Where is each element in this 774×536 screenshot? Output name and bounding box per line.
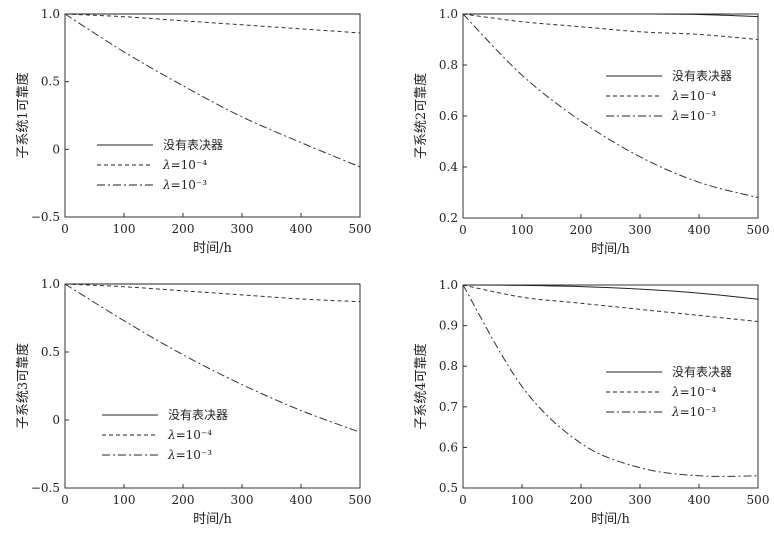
chart-panel-4: 0 100 200 300 400 500 0.5 0.6 0.7 0.8 0.9 1.0 时间/h 子系… [413,278,769,527]
legend: 没有表决器 λ=10⁻⁴ λ=10⁻³ [97,137,223,192]
y-axis-title: 子系统2可靠度 [413,73,429,159]
x-tick-label: 0 [459,223,467,237]
y-tick-label: −0.5 [31,210,60,224]
series-line-1 [462,284,759,300]
y-tick-label: 0 [52,413,60,427]
x-tick-label: 500 [349,493,372,507]
y-axis-title: 子系统1可靠度 [15,72,31,158]
y-tick-label: 0.5 [41,345,60,359]
series-line-2 [64,13,361,34]
series-line-2 [462,13,759,40]
x-tick-label: 400 [290,222,313,236]
x-tick-label: 200 [570,493,593,507]
y-tick-label: 0.2 [439,211,458,225]
x-tick-label: 400 [688,493,711,507]
y-tick-label: 1.0 [439,7,458,21]
legend-label-2: λ=10⁻⁴ [671,385,716,399]
x-tick-label: 100 [511,223,534,237]
legend-label-1: 没有表决器 [672,68,732,83]
series-line-2 [462,284,759,322]
plot-frame [64,13,361,218]
x-axis-title: 时间/h [591,512,630,527]
x-tick-label: 0 [61,493,69,507]
y-tick-label: 1.0 [439,278,458,292]
x-axis-title: 时间/h [193,241,232,256]
y-tick-label: 0.6 [439,440,458,454]
x-axis-title: 时间/h [193,512,232,527]
legend-label-3: λ=10⁻³ [167,448,212,462]
x-tick-label: 500 [747,223,770,237]
legend-label-2: λ=10⁻⁴ [162,158,207,172]
y-tick-label: 0.5 [439,481,458,495]
y-tick-label: 0.9 [439,319,458,333]
x-tick-label: 400 [688,223,711,237]
x-tick-label: 400 [290,493,313,507]
x-tick-label: 0 [61,222,69,236]
legend-label-2: λ=10⁻⁴ [671,89,716,103]
legend-label-1: 没有表决器 [168,407,228,422]
legend: 没有表决器 λ=10⁻⁴ λ=10⁻³ [606,364,732,419]
legend-label-3: λ=10⁻³ [671,405,716,419]
legend: 没有表决器 λ=10⁻⁴ λ=10⁻³ [606,68,732,123]
x-tick-label: 200 [172,493,195,507]
x-tick-label: 0 [459,493,467,507]
y-tick-label: 0.8 [439,58,458,72]
y-tick-label: 0.5 [41,75,60,89]
y-tick-label: 1.0 [41,277,60,291]
series-line-3 [462,13,759,199]
y-axis-title: 子系统4可靠度 [413,343,429,429]
chart-panel-2: 0 100 200 300 400 500 0.2 0.4 0.6 0.8 1.0 时间/h 子系统2可… [413,7,769,257]
y-axis-title: 子系统3可靠度 [15,343,31,429]
y-tick-label: 0.7 [439,400,458,414]
x-tick-label: 100 [511,493,534,507]
x-tick-label: 100 [113,222,136,236]
x-tick-label: 300 [231,493,254,507]
plot-frame [462,284,759,489]
series-line-3 [64,283,361,433]
x-tick-label: 200 [172,222,195,236]
legend-label-3: λ=10⁻³ [162,178,207,192]
x-tick-label: 300 [231,222,254,236]
x-tick-label: 500 [349,222,372,236]
series-line-3 [462,284,759,477]
series-line-1 [463,13,759,17]
legend-label-2: λ=10⁻⁴ [167,428,212,442]
x-tick-label: 300 [629,493,652,507]
y-tick-label: 0 [52,142,60,156]
legend-label-1: 没有表决器 [163,137,223,152]
y-tick-label: −0.5 [31,481,60,495]
y-tick-label: 0.4 [439,160,458,174]
x-tick-label: 300 [629,223,652,237]
legend-label-3: λ=10⁻³ [671,109,716,123]
plot-frame [64,283,361,489]
x-axis-title: 时间/h [591,242,630,257]
x-tick-label: 100 [113,493,136,507]
x-tick-label: 200 [570,223,593,237]
legend-label-1: 没有表决器 [672,364,732,379]
y-tick-label: 0.8 [439,359,458,373]
y-tick-label: 1.0 [41,7,60,21]
x-tick-label: 500 [747,493,770,507]
series-line-2 [64,283,361,303]
legend: 没有表决器 λ=10⁻⁴ λ=10⁻³ [102,407,228,462]
y-tick-label: 0.6 [439,109,458,123]
